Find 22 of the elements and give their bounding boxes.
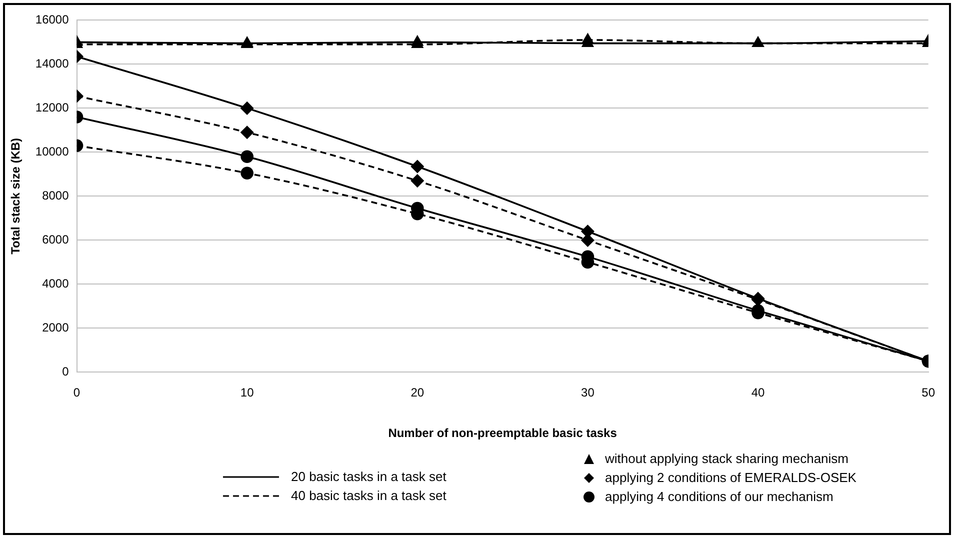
y-tick-label: 14000 (35, 56, 70, 71)
x-tick-label: 40 (751, 386, 766, 400)
x-tick-label: 50 (922, 386, 936, 400)
y-tick-label: 2000 (42, 320, 70, 335)
y-axis-title: Total stack size (KB) (8, 138, 23, 254)
y-tick-label: 10000 (35, 144, 70, 159)
y-tick-label: 6000 (42, 232, 70, 247)
text: applying 4 conditions of our mechanism (605, 488, 834, 506)
y-tick-label: 4000 (42, 276, 70, 291)
x-tick-label: 10 (240, 386, 254, 400)
x-tick-label: 20 (410, 386, 424, 400)
text: 20 basic tasks in a task set (291, 468, 446, 486)
y-tick-label: 16000 (35, 12, 70, 27)
y-tick-label: 0 (62, 364, 70, 379)
x-axis-title: Number of non-preemptable basic tasks (388, 426, 618, 440)
text: without applying stack sharing mechanism (605, 450, 849, 468)
y-tick-label: 12000 (35, 100, 70, 115)
x-tick-label: 0 (73, 386, 80, 400)
text: 40 basic tasks in a task set (291, 487, 446, 505)
text: applying 2 conditions of EMERALDS-OSEK (605, 469, 856, 487)
y-tick-label: 8000 (42, 188, 70, 203)
x-tick-label: 30 (581, 386, 595, 400)
